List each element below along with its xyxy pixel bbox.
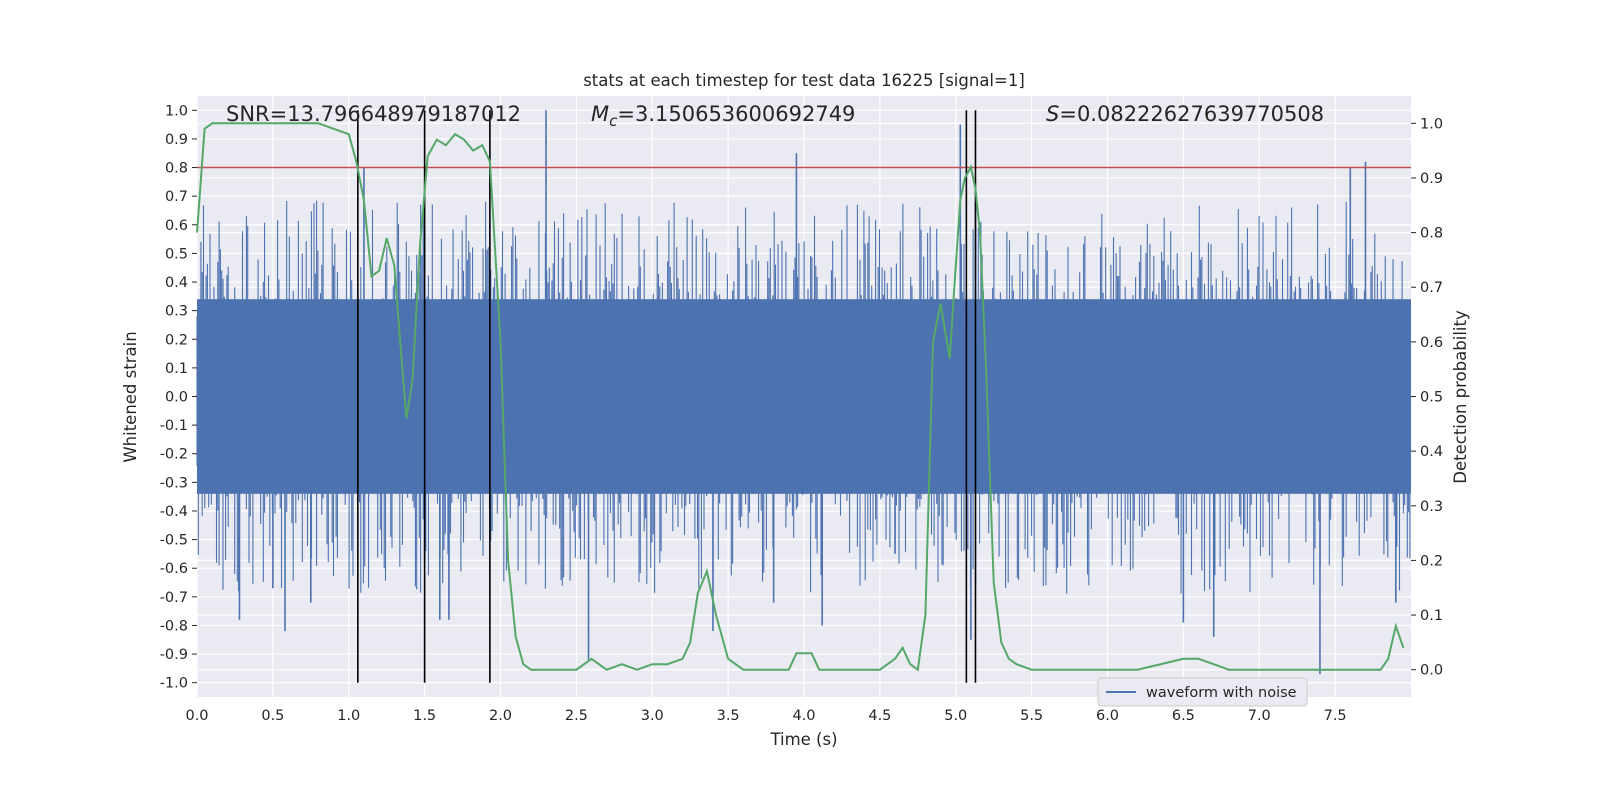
y-left-tick-label: 0.5 xyxy=(165,246,188,262)
y-right-tick-label: 0.2 xyxy=(1420,553,1443,569)
x-axis-ticks: 0.0 0.5 1.0 1.5 2.0 2.5 3.0 3.5 4.0 4.5 5.0 5.5 6.0 6… xyxy=(185,708,1346,724)
x-tick-label: 6.0 xyxy=(1096,708,1119,724)
y-left-tick-label: 0.6 xyxy=(165,218,188,234)
y-left-tick-label: 1.0 xyxy=(165,103,188,119)
y-left-tick-label: -0.6 xyxy=(160,561,188,577)
y-left-tick-label: 0.2 xyxy=(165,332,188,348)
mc-annotation: Mc=3.150653600692749 xyxy=(591,102,855,130)
y-left-tick-label: -0.8 xyxy=(160,618,188,634)
s-symbol: S xyxy=(1046,102,1059,126)
y-right-tick-label: 0.0 xyxy=(1420,663,1443,679)
y-left-tick-label: 0.4 xyxy=(165,275,188,291)
mc-value: =3.150653600692749 xyxy=(617,102,855,126)
y-left-axis-label: Whitened strain xyxy=(121,331,140,462)
x-tick-label: 1.5 xyxy=(413,708,436,724)
x-tick-label: 1.0 xyxy=(337,708,360,724)
y-right-tick-label: 0.1 xyxy=(1420,608,1443,624)
x-tick-label: 3.5 xyxy=(717,708,740,724)
x-tick-label: 5.5 xyxy=(1020,708,1043,724)
y-left-tick-label: 0.9 xyxy=(165,132,188,148)
x-tick-label: 5.0 xyxy=(944,708,967,724)
probability-line xyxy=(196,122,1405,672)
y-right-tick-label: 0.6 xyxy=(1420,335,1443,351)
y-left-tick-label: 0.1 xyxy=(165,361,188,377)
y-right-tick-label: 0.3 xyxy=(1420,499,1443,515)
legend-label: waveform with noise xyxy=(1146,685,1297,701)
x-tick-label: 0.5 xyxy=(261,708,284,724)
y-left-axis-ticks: 1.0 0.9 0.8 0.7 0.6 0.5 0.4 0.3 0.2 0.1 0.0 -0.1 -0.… xyxy=(160,103,197,692)
waveform-noise xyxy=(196,200,1411,594)
y-left-tick-label: 0.8 xyxy=(165,161,188,177)
x-axis-label: Time (s) xyxy=(769,730,837,749)
s-value: =0.08222627639770508 xyxy=(1059,102,1324,126)
y-right-tick-label: 0.7 xyxy=(1420,280,1443,296)
y-left-tick-label: -0.2 xyxy=(160,447,188,463)
y-right-axis-label: Detection probability xyxy=(1451,310,1470,484)
x-tick-label: 7.5 xyxy=(1324,708,1347,724)
y-left-tick-label: -0.1 xyxy=(160,418,188,434)
legend: waveform with noise xyxy=(1097,677,1308,707)
x-tick-label: 7.0 xyxy=(1248,708,1271,724)
y-left-tick-label: 0.3 xyxy=(165,304,188,320)
mc-symbol: M xyxy=(591,102,609,126)
y-left-tick-label: -0.5 xyxy=(160,533,188,549)
y-left-tick-label: -0.7 xyxy=(160,590,188,606)
x-tick-label: 0.0 xyxy=(185,708,208,724)
mc-subscript: c xyxy=(609,112,618,130)
x-tick-label: 2.0 xyxy=(489,708,512,724)
snr-annotation: SNR=13.796648979187012 xyxy=(226,102,521,126)
x-tick-label: 2.5 xyxy=(565,708,588,724)
y-right-tick-label: 0.4 xyxy=(1420,444,1443,460)
legend-box xyxy=(1097,677,1308,707)
y-left-tick-label: -0.9 xyxy=(160,647,188,663)
y-left-tick-label: -1.0 xyxy=(160,676,188,692)
x-tick-label: 3.0 xyxy=(641,708,664,724)
y-right-tick-label: 0.9 xyxy=(1420,171,1443,187)
chart-title: stats at each timestep for test data 162… xyxy=(583,71,1025,90)
x-tick-label: 4.5 xyxy=(868,708,891,724)
y-left-tick-label: -0.4 xyxy=(160,504,188,520)
vertical-markers xyxy=(357,110,977,683)
y-left-tick-label: 0.7 xyxy=(165,189,188,205)
x-tick-label: 6.5 xyxy=(1172,708,1195,724)
s-annotation: S=0.08222627639770508 xyxy=(1046,102,1324,126)
x-tick-label: 4.0 xyxy=(792,708,815,724)
y-right-tick-label: 1.0 xyxy=(1420,116,1443,132)
y-right-tick-label: 0.5 xyxy=(1420,390,1443,406)
y-right-tick-label: 0.8 xyxy=(1420,226,1443,242)
y-right-axis-ticks: 1.0 0.9 0.8 0.7 0.6 0.5 0.4 0.3 0.2 0.1 0.0 xyxy=(1411,116,1443,679)
y-left-tick-label: -0.3 xyxy=(160,475,188,491)
y-left-tick-label: 0.0 xyxy=(165,390,188,406)
